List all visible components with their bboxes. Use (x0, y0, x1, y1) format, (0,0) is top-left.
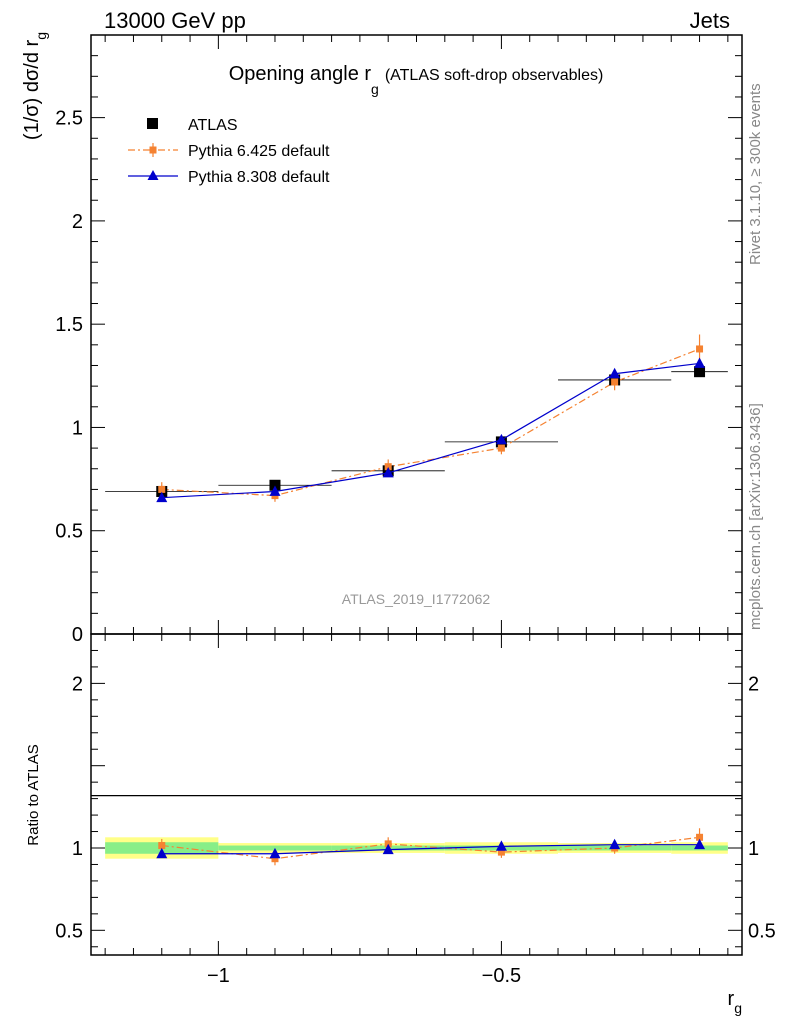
ratio-xlabel: rg (728, 988, 742, 1016)
pythia6-point (497, 444, 505, 452)
pythia6-point (696, 345, 704, 353)
legend-marker-atlas (147, 118, 158, 129)
ratio-panel: 0.5 0.5 1 1 2 2 −1 −0.5 Ratio to ATLAS rg (25, 633, 776, 1016)
main-ytick-label: 0.5 (55, 521, 83, 543)
legend-label-atlas: ATLAS (188, 117, 238, 134)
pythia6-point (384, 463, 392, 471)
ratio-pythia8-point (694, 838, 706, 850)
atlas-point (694, 366, 706, 378)
pythia6-point (158, 485, 166, 493)
ratio-ylabel: Ratio to ATLAS (25, 744, 42, 845)
atlas-point (269, 479, 281, 491)
ratio-xtick-label: −0.5 (482, 965, 521, 987)
ratio-ytick-label: 1 (72, 838, 83, 860)
ratio-ytick-label: 2 (72, 673, 83, 695)
main-ytick-label: 2.5 (55, 108, 83, 130)
ratio-pythia8-point (609, 838, 621, 850)
pythia6-point (611, 378, 619, 386)
pythia8-point (156, 491, 168, 503)
legend-entry-pythia6: Pythia 6.425 default (128, 143, 330, 160)
ratio-ytick-label-right: 1 (748, 838, 759, 860)
pythia8-point (495, 433, 507, 445)
ratio-ytick-label-right: 2 (748, 673, 759, 695)
pythia8-line (161, 362, 700, 499)
watermark: ATLAS_2019_I1772062 (342, 591, 491, 607)
legend-entry-atlas: ATLAS (147, 117, 238, 134)
mcplots-text: mcplots.cern.ch [arXiv:1306.3436] (747, 403, 764, 630)
legend-label-pythia6: Pythia 6.425 default (188, 143, 330, 160)
main-panel: 00.511.522.5 Opening angle rg(ATLAS soft… (21, 32, 743, 646)
ratio-xlabel-sub: g (734, 1000, 742, 1016)
legend: ATLAS Pythia 6.425 default Pythia 8.308 … (128, 117, 330, 186)
ratio-pythia8-point (382, 843, 394, 855)
main-ytick-label: 2 (72, 211, 83, 233)
main-title-suffix: (ATLAS soft-drop observables) (385, 67, 603, 84)
ratio-pythia8-point (156, 847, 168, 859)
legend-entry-pythia8: Pythia 8.308 default (128, 169, 330, 186)
pythia8-point (269, 485, 281, 496)
ratio-ytick-label: 0.5 (55, 920, 83, 942)
legend-marker-pythia6 (149, 146, 157, 154)
main-ylabel: (1/σ) dσ/d rg (21, 32, 49, 140)
pythia8-point (609, 367, 621, 379)
main-ytick-label: 1 (72, 417, 83, 439)
legend-label-pythia8: Pythia 8.308 default (188, 169, 330, 186)
ratio-pythia6-line (161, 836, 700, 860)
main-ytick-label: 1.5 (55, 314, 83, 336)
main-title: Opening angle rg (ATLAS soft-drop observa… (229, 63, 604, 97)
pythia8-point (694, 357, 706, 368)
ratio-xlabel-main: r (728, 988, 735, 1010)
ratio-pythia6-point (271, 855, 279, 863)
main-title-main: Opening angle r (229, 63, 372, 85)
main-ytick-label: 0 (72, 624, 83, 646)
legend-marker-pythia8 (147, 170, 159, 180)
ratio-pythia8-point (269, 847, 281, 859)
ratio-frame (90, 633, 743, 956)
ratio-pythia6-point (158, 842, 166, 850)
header-right: Jets (690, 8, 730, 33)
pythia6-line (161, 348, 700, 497)
ratio-pythia8-line (161, 844, 700, 855)
ratio-ytick-label-right: 0.5 (748, 920, 776, 942)
main-ylabel-main: (1/σ) dσ/d r (21, 39, 43, 140)
ratio-pythia8-point (495, 840, 507, 851)
ratio-xtick-label: −1 (207, 965, 230, 987)
ratio-pythia6-point (497, 848, 505, 856)
ratio-pythia6-point (696, 833, 704, 841)
rivet-text: Rivet 3.1.10, ≥ 300k events (747, 83, 764, 265)
main-ylabel-sub: g (33, 32, 49, 40)
main-title-sub: g (371, 81, 379, 97)
pythia8-point (382, 466, 394, 478)
header-left: 13000 GeV pp (104, 8, 246, 33)
